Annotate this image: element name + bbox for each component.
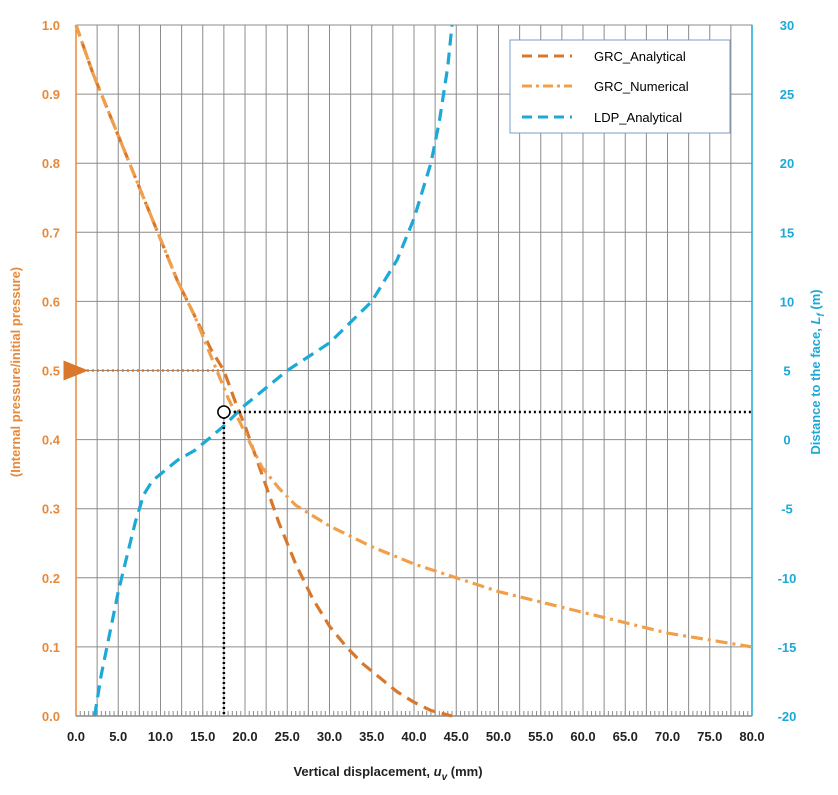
x-axis-title: Vertical displacement, uv (mm) [293,764,482,783]
left-y-tick-label: 1.0 [42,18,60,33]
right-y-tick-label: -20 [778,709,797,724]
right-y-tick-label: -5 [781,502,793,517]
left-y-tick-label: 0.5 [42,364,60,379]
right-y-tick-label: -10 [778,571,797,586]
x-tick-label: 60.0 [570,729,595,744]
left-y-tick-label: 0.4 [42,433,61,448]
series-ldp-analytical [93,24,454,717]
left-y-tick-label: 0.3 [42,502,60,517]
x-tick-label: 10.0 [148,729,173,744]
left-y-tick-label: 0.2 [42,571,60,586]
legend-label-grc-numerical: GRC_Numerical [594,79,689,94]
legend-label-ldp-analytical: LDP_Analytical [594,110,682,125]
x-tick-label: 50.0 [486,729,511,744]
x-tick-label: 65.0 [613,729,638,744]
right-y-tick-label: 15 [780,225,794,240]
right-y-tick-label: 10 [780,294,794,309]
x-tick-label: 15.0 [190,729,215,744]
right-y-tick-label: 30 [780,18,794,33]
left-y-tick-label: 0.0 [42,709,60,724]
left-y-tick-label: 0.7 [42,225,60,240]
annotation-layer [63,360,752,716]
x-tick-label: 75.0 [697,729,722,744]
right-y-tick-label: 5 [783,364,790,379]
series-layer [74,24,753,718]
legend-label-grc-analytical: GRC_Analytical [594,49,686,64]
intersection-marker [217,405,231,419]
left-y-tick-label: 0.6 [42,294,60,309]
right-y-tick-label: 20 [780,156,794,171]
x-tick-label: 25.0 [275,729,300,744]
left-y-tick-label: 0.8 [42,156,60,171]
left-y-tick-label: 0.1 [42,640,60,655]
x-tick-label: 5.0 [109,729,127,744]
x-tick-label: 0.0 [67,729,85,744]
x-tick-label: 35.0 [359,729,384,744]
left-y-tick-label: 0.9 [42,87,60,102]
x-tick-label: 80.0 [739,729,764,744]
left-y-axis-title: (Internal pressure/initial pressure) [8,267,23,477]
right-y-tick-label: 25 [780,87,794,102]
x-tick-label: 20.0 [232,729,257,744]
x-tick-label: 70.0 [655,729,680,744]
right-y-tick-label: -15 [778,640,797,655]
right-y-axis-title: Distance to the face, Lf (m) [808,289,827,454]
x-tick-label: 55.0 [528,729,553,744]
right-y-tick-label: 0 [783,433,790,448]
legend: GRC_Analytical GRC_Numerical LDP_Analyti… [509,39,731,134]
x-tick-label: 40.0 [401,729,426,744]
x-tick-label: 30.0 [317,729,342,744]
tick-labels: 0.0 5.0 10.0 15.0 20.0 25.0 30.0 35.0 40.0 45.0 50… [42,18,796,744]
series-grc-numerical [74,24,753,649]
x-tick-label: 45.0 [444,729,469,744]
